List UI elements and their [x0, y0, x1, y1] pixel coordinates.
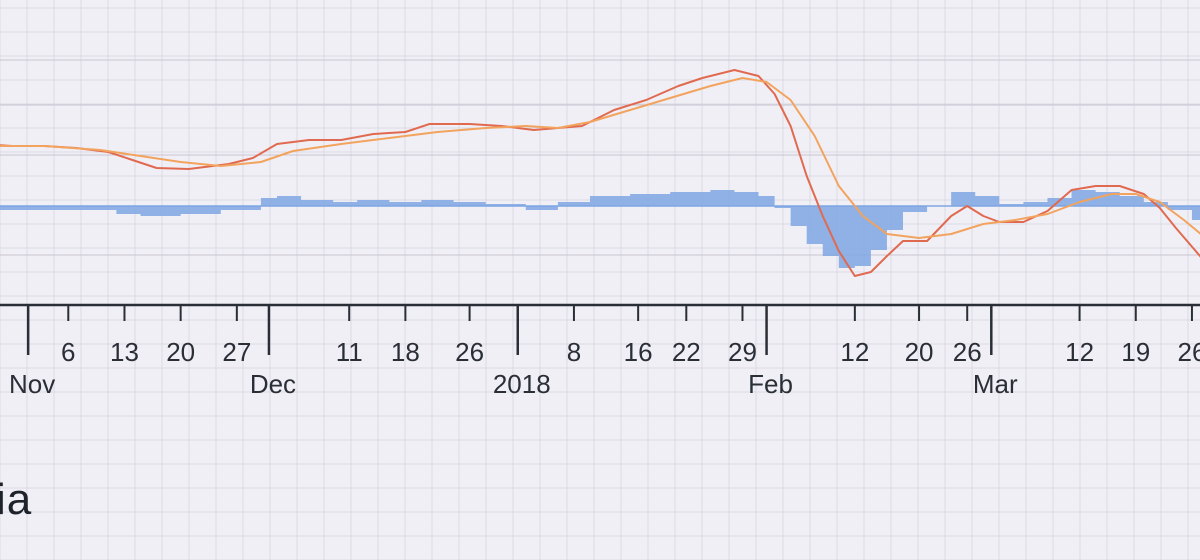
x-month-label: Nov [9, 369, 55, 399]
x-tick-label: 29 [728, 337, 757, 367]
x-tick-label: 18 [391, 337, 420, 367]
x-tick-label: 26 [953, 337, 982, 367]
slow-line [0, 77, 1200, 239]
x-tick-label: 19 [1121, 337, 1150, 367]
x-tick-label: 26 [455, 337, 484, 367]
x-tick-label: 12 [840, 337, 869, 367]
line-series [0, 69, 1200, 277]
x-tick-label: 6 [61, 337, 75, 367]
x-tick-label: 8 [567, 337, 581, 367]
x-month-label: Dec [250, 369, 296, 399]
x-month-label: Mar [973, 369, 1018, 399]
fast-line [0, 69, 1200, 277]
brand-text: ia [0, 475, 33, 524]
x-tick-label: 20 [905, 337, 934, 367]
x-tick-label: 13 [110, 337, 139, 367]
x-tick-label: 27 [222, 337, 251, 367]
histogram-area [0, 190, 1200, 268]
x-month-label: 2018 [493, 369, 551, 399]
x-tick-label: 11 [336, 337, 363, 367]
x-tick-label: 20 [166, 337, 195, 367]
x-tick-label: 12 [1065, 337, 1094, 367]
x-month-label: Feb [748, 369, 793, 399]
histogram-series [0, 190, 1200, 268]
x-tick-label: 16 [624, 337, 653, 367]
x-axis: 6 13 20 27 11 18 26 8 16 22 29 12 20 26 12 19 26 Nov Dec 20… [0, 303, 1200, 399]
x-tick-label: 22 [672, 337, 701, 367]
x-tick-label: 26 [1177, 337, 1200, 367]
